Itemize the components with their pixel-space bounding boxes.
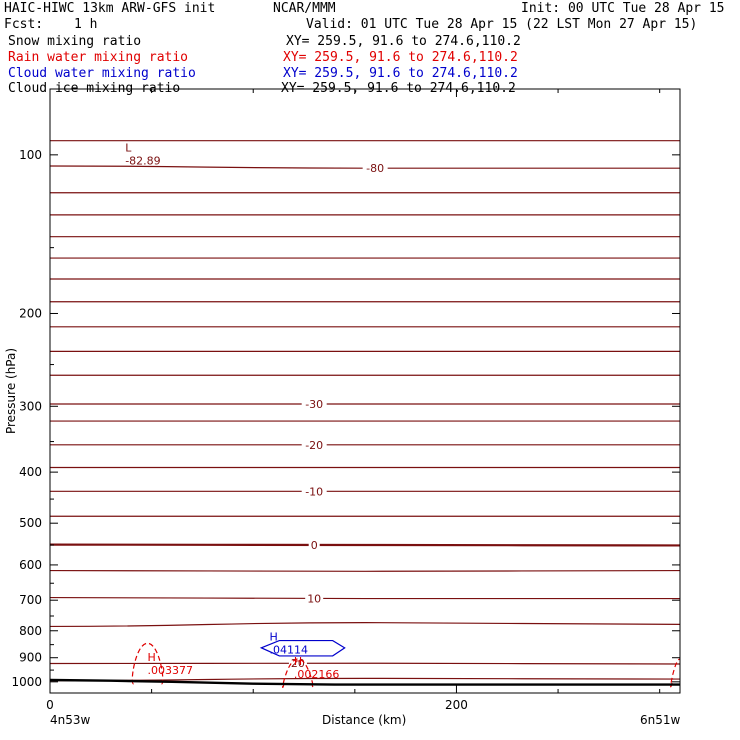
contour-label-bg	[308, 539, 320, 552]
temperature-contour	[50, 596, 680, 600]
contour-label-bg	[301, 397, 327, 410]
extremum-marker: H	[148, 651, 156, 664]
x-tick-label: 200	[445, 698, 468, 712]
init-time: Init: 00 UTC Tue 28 Apr 15	[521, 1, 725, 16]
y-tick-label: 600	[19, 558, 42, 572]
x-endpoint-left-label: 4n53w	[50, 713, 91, 727]
extremum-value: .002166	[294, 668, 340, 681]
y-tick-label: 700	[19, 593, 42, 607]
extremum-marker: H	[269, 631, 277, 644]
temperature-contour	[50, 677, 680, 682]
y-tick-label: 900	[19, 651, 42, 665]
y-axis-title: Pressure (hPa)	[4, 348, 18, 434]
x-tick-label: 0	[46, 698, 54, 712]
extremum-value: .003377	[148, 664, 194, 677]
chart-title: HAIC-HIWC 13km ARW-GFS init	[4, 1, 216, 16]
y-tick-label: 300	[19, 399, 42, 413]
extremum-marker: L	[125, 141, 132, 154]
rain-water-contour	[131, 642, 164, 685]
y-tick-label: 400	[19, 465, 42, 479]
y-tick-label: 200	[19, 306, 42, 320]
contour-label: -30	[305, 398, 323, 411]
temperature-contour	[50, 543, 680, 547]
field-name-snow: Snow mixing ratio	[8, 34, 142, 49]
cloud-water-contour	[259, 639, 346, 657]
contour-label: -20	[305, 439, 323, 452]
field-xy-snow: XY= 259.5, 91.6 to 274.6,110.2	[286, 34, 521, 49]
field-xy-cloud-water: XY= 259.5, 91.6 to 274.6,110.2	[283, 66, 518, 81]
contour-label: -10	[305, 485, 323, 498]
extremum-value: -82.89	[125, 154, 160, 167]
extremum-marker: H	[294, 655, 302, 668]
valid-time: Valid: 01 UTC Tue 28 Apr 15 (22 LST Mon …	[306, 17, 698, 32]
temperature-contour	[50, 662, 680, 665]
y-tick-label: 100	[19, 148, 42, 162]
field-name-rain: Rain water mixing ratio	[8, 50, 189, 65]
field-xy-cloud-ice: XY= 259.5, 91.6 to 274.6,110.2	[281, 81, 516, 96]
temperature-contour	[50, 622, 680, 628]
field-name-cloud-water: Cloud water mixing ratio	[8, 66, 196, 81]
y-tick-label: 800	[19, 624, 42, 638]
contour-label-bg	[301, 485, 327, 498]
contour-label-bg	[305, 592, 324, 605]
organization-label: NCAR/MMM	[273, 1, 336, 16]
y-tick-label: 1000	[11, 675, 42, 689]
contour-label-bg	[301, 438, 327, 451]
forecast-hour: 1 h	[74, 17, 98, 32]
extremum-value: .04114	[269, 644, 308, 657]
temperature-contour	[50, 569, 680, 572]
forecast-label: Fcst:	[4, 17, 44, 32]
x-axis-title: Distance (km)	[322, 713, 407, 727]
contour-label: 0	[311, 539, 318, 552]
plot-frame	[49, 88, 681, 694]
field-xy-rain: XY= 259.5, 91.6 to 274.6,110.2	[283, 50, 518, 65]
x-endpoint-right-label: 6n51w	[640, 713, 681, 727]
contour-label: 10	[307, 593, 321, 606]
surface-pressure-line	[50, 678, 680, 686]
y-tick-label: 500	[19, 516, 42, 530]
contour-label: -80	[366, 162, 384, 175]
contour-label-bg	[362, 162, 388, 175]
